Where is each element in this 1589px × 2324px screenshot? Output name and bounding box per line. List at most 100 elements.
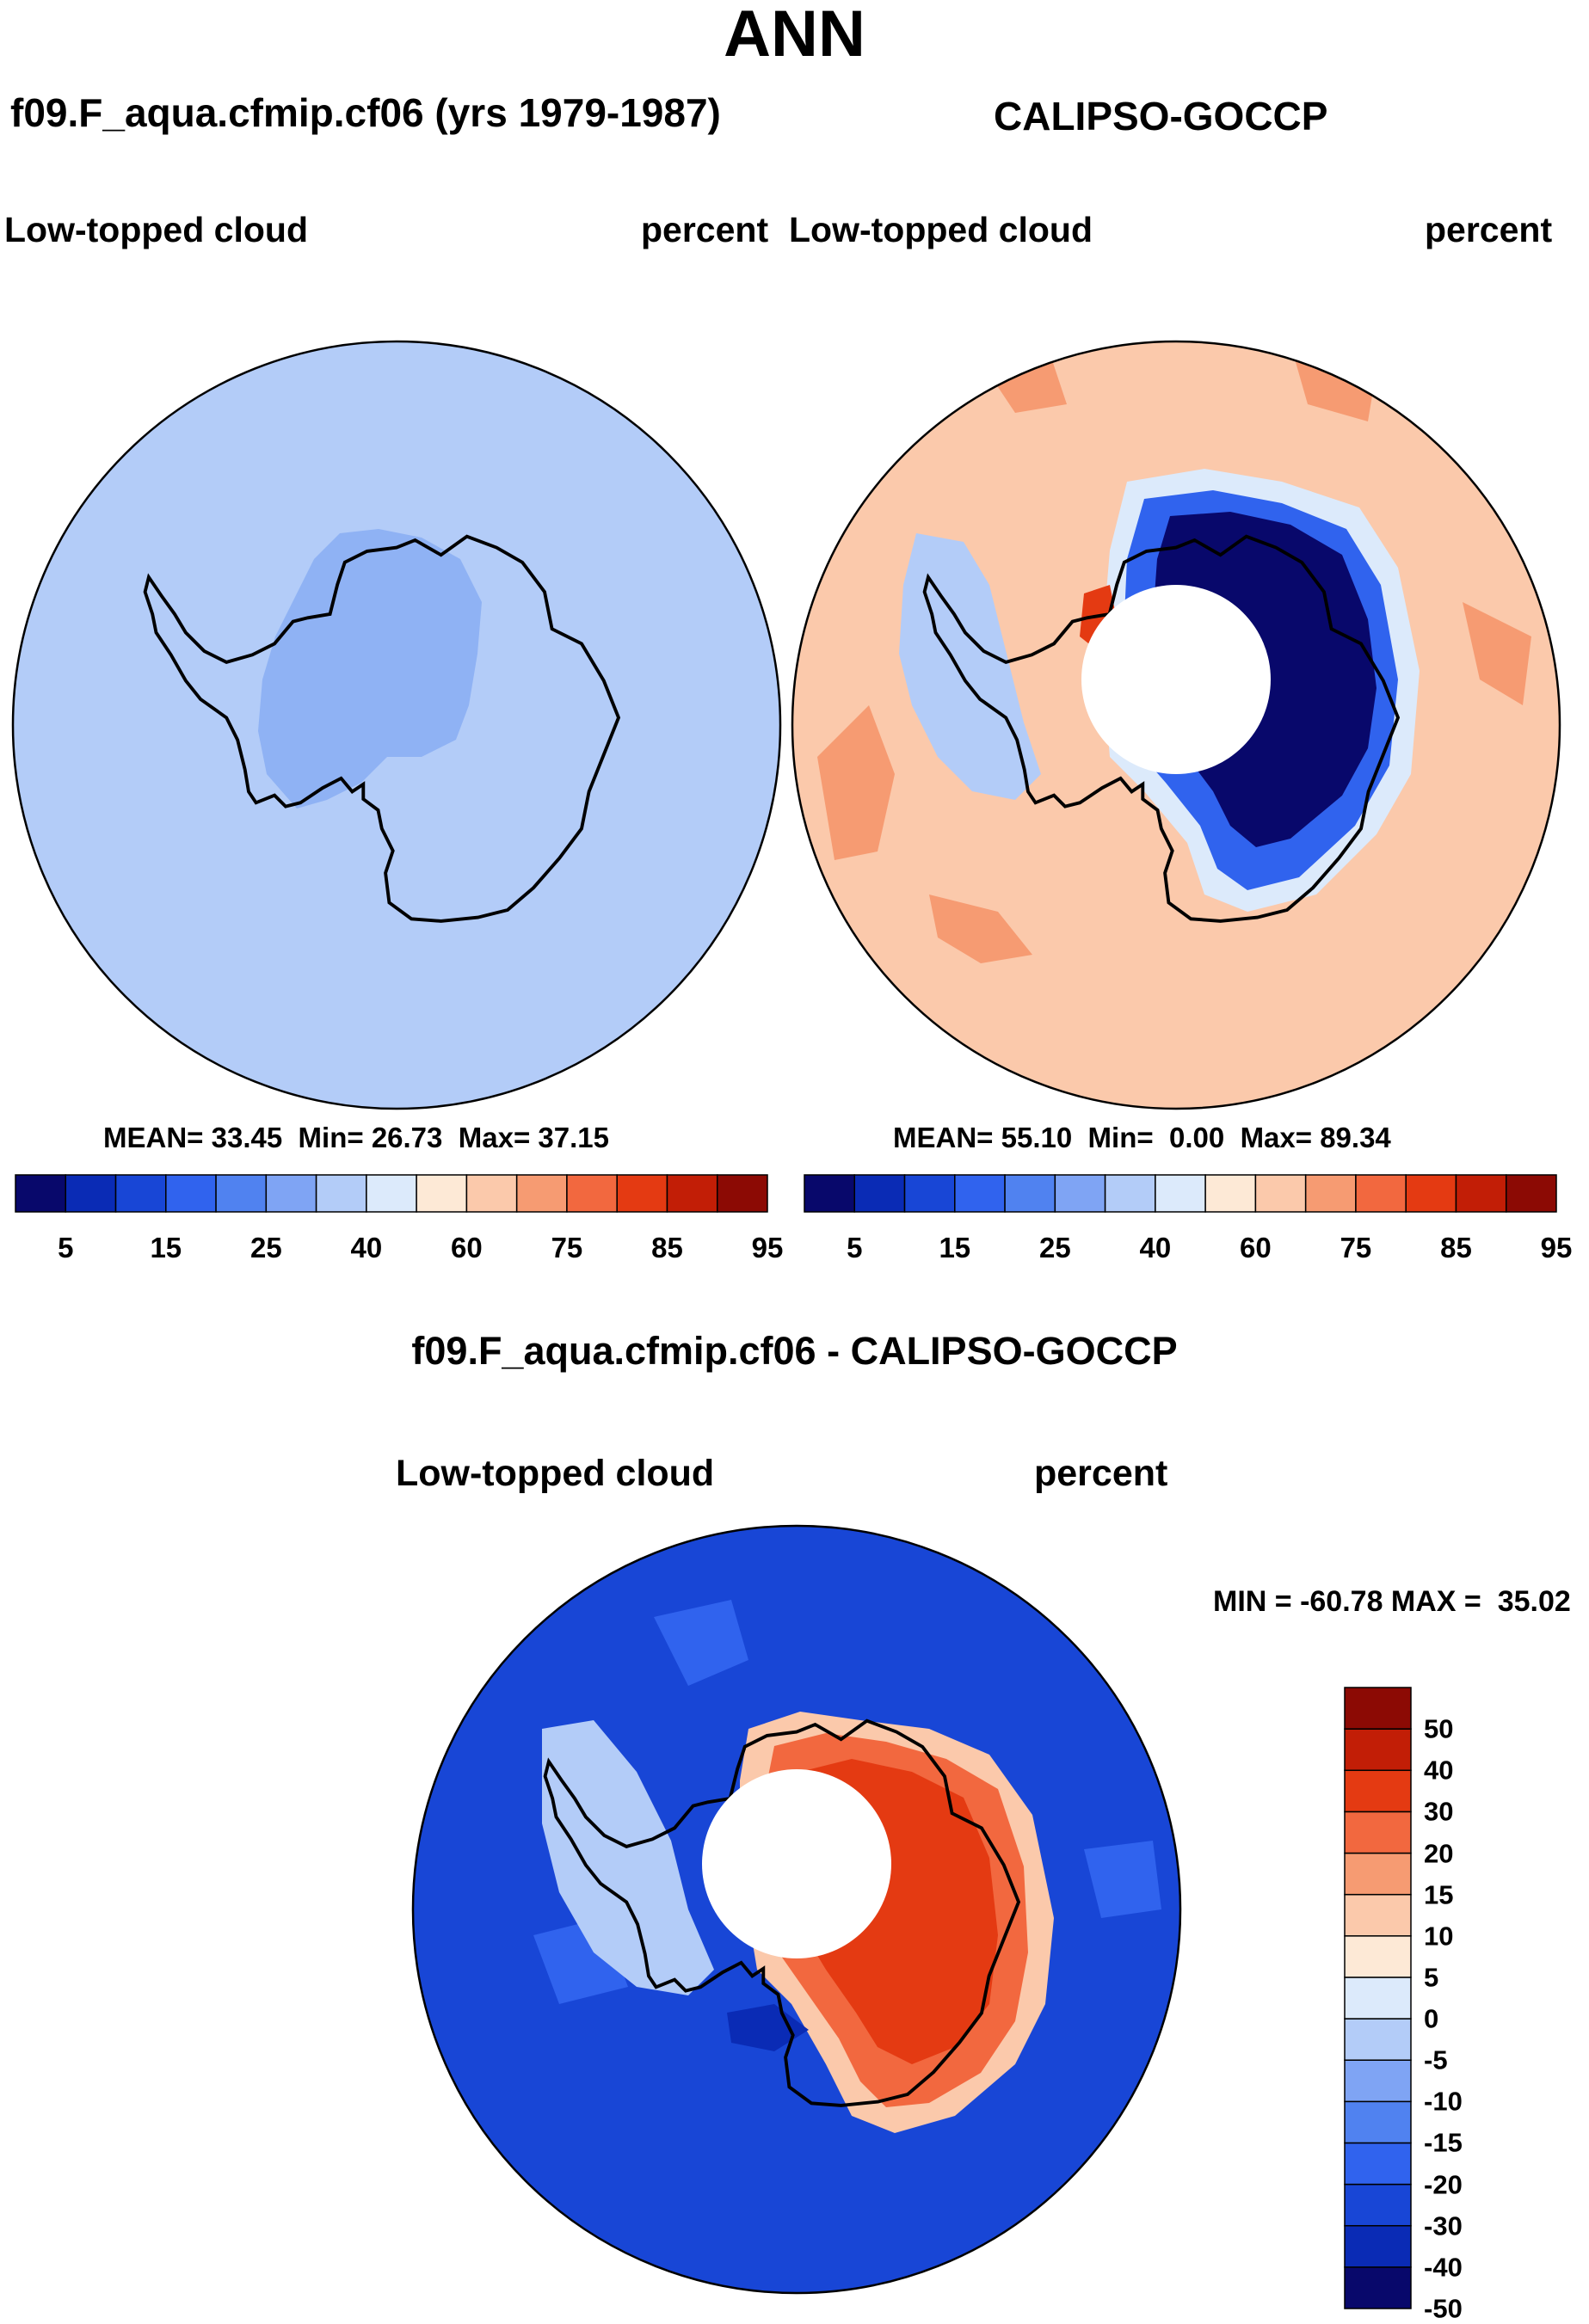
model-colorbar-box (366, 1174, 417, 1213)
diff-colorbar-tick-label: -15 (1424, 2127, 1463, 2158)
obs-min: 0.00 (1168, 1122, 1225, 1153)
model-colorbar-box (165, 1174, 217, 1213)
model-map-border (11, 340, 782, 1110)
obs-colorbar (804, 1174, 1557, 1213)
diff-max: 35.02 (1497, 1585, 1571, 1618)
obs-colorbar-box (1104, 1174, 1156, 1213)
diff-colorbar-tick-label: -5 (1424, 2044, 1448, 2075)
model-colorbar-tick-label: 25 (249, 1232, 282, 1263)
obs-colorbar-box (1004, 1174, 1056, 1213)
diff-colorbar-box (1344, 1935, 1412, 1978)
diff-colorbar-tick-label: -30 (1424, 2210, 1463, 2241)
diff-colorbar-tick-label: -20 (1424, 2169, 1463, 2200)
diff-map (411, 1524, 1182, 2295)
min-label: Min= (1087, 1122, 1154, 1153)
mean-label: MEAN= (103, 1122, 204, 1153)
model-colorbar-box (416, 1174, 468, 1213)
model-colorbar-box (15, 1174, 67, 1213)
diff-colorbar-tick-label: 15 (1424, 1879, 1454, 1910)
model-colorbar-box (515, 1174, 568, 1213)
diff-min: -60.78 (1300, 1585, 1383, 1618)
diff-colorbar-box (1344, 2266, 1412, 2309)
obs-colorbar-tick-label: 85 (1440, 1232, 1472, 1263)
obs-colorbar-box (1505, 1174, 1557, 1213)
diff-map-border (411, 1524, 1182, 2295)
model-colorbar (15, 1174, 768, 1213)
obs-colorbar-tick-label: 60 (1240, 1232, 1272, 1263)
model-max: 37.15 (538, 1122, 609, 1153)
diff-colorbar-tick-label: 5 (1424, 1962, 1439, 1993)
obs-colorbar-tick-label: 40 (1139, 1232, 1172, 1263)
diff-colorbar-tick-label: -10 (1424, 2086, 1463, 2117)
model-colorbar-tick-label: 15 (150, 1232, 182, 1263)
diff-colorbar-box (1344, 2018, 1412, 2061)
diff-colorbar-tick-label: 0 (1424, 2003, 1439, 2034)
model-colorbar-tick-label: 60 (451, 1232, 483, 1263)
obs-colorbar-box (954, 1174, 1006, 1213)
model-colorbar-tick-label: 75 (551, 1232, 583, 1263)
diff-title: f09.F_aqua.cfmip.cf06 - CALIPSO-GOCCP (411, 1329, 1178, 1373)
model-colorbar-box (315, 1174, 367, 1213)
obs-colorbar-tick-label: 25 (1038, 1232, 1071, 1263)
diff-colorbar-tick-label: 30 (1424, 1796, 1454, 1827)
model-colorbar-tick-label: 85 (651, 1232, 683, 1263)
obs-map-border (791, 340, 1561, 1110)
mean-label: MEAN= (893, 1122, 994, 1153)
diff-min-max: MIN = -60.78 MAX = 35.02 (1213, 1585, 1571, 1618)
diff-variable-label: Low-topped cloud (396, 1453, 715, 1494)
obs-colorbar-box (903, 1174, 956, 1213)
diff-colorbar-box (1344, 2059, 1412, 2103)
obs-variable-label: Low-topped cloud (789, 210, 1093, 249)
obs-colorbar-box (1405, 1174, 1457, 1213)
obs-colorbar-box (1455, 1174, 1507, 1213)
obs-stats: MEAN= 55.10 Min= 0.00 Max= 89.34 (893, 1123, 1391, 1152)
obs-subtitle: CALIPSO-GOCCP (994, 94, 1328, 138)
model-stats: MEAN= 33.45 Min= 26.73 Max= 37.15 (103, 1123, 609, 1152)
model-mean: 33.45 (211, 1122, 283, 1153)
obs-mean: 55.10 (1001, 1122, 1073, 1153)
model-colorbar-box (616, 1174, 668, 1213)
obs-colorbar-tick-label: 95 (1540, 1232, 1573, 1263)
diff-units-label: percent (1034, 1453, 1168, 1494)
diff-colorbar-box (1344, 1687, 1412, 1730)
model-colorbar-tick-label: 5 (58, 1232, 74, 1263)
model-colorbar-box (566, 1174, 618, 1213)
obs-high-cloud-patch (817, 705, 895, 860)
model-colorbar-tick-label: 95 (751, 1232, 784, 1263)
obs-map (791, 340, 1561, 1110)
obs-colorbar-tick-label: 5 (847, 1232, 863, 1263)
diff-weaker-bias-patch (654, 1600, 748, 1686)
obs-colorbar-tick-label: 75 (1340, 1232, 1372, 1263)
obs-high-cloud-patch (929, 895, 1032, 963)
diff-colorbar (1344, 1687, 1412, 2309)
diff-colorbar-tick-label: 50 (1424, 1713, 1454, 1744)
obs-colorbar-box (853, 1174, 906, 1213)
model-colorbar-box (265, 1174, 317, 1213)
obs-max: 89.34 (1320, 1122, 1391, 1153)
obs-missing-pole (1081, 585, 1271, 774)
diff-colorbar-box (1344, 1977, 1412, 2020)
diff-colorbar-box (1344, 1893, 1412, 1937)
max-label: Max= (1240, 1122, 1313, 1153)
diff-colorbar-box (1344, 1811, 1412, 1854)
diff-colorbar-box (1344, 1769, 1412, 1813)
obs-colorbar-box (1155, 1174, 1206, 1213)
obs-colorbar-box (1254, 1174, 1307, 1213)
obs-units-label: percent (1425, 210, 1553, 249)
diff-colorbar-box (1344, 1852, 1412, 1896)
model-colorbar-tick-label: 40 (350, 1232, 383, 1263)
model-colorbar-box (65, 1174, 117, 1213)
model-colorbar-box (465, 1174, 518, 1213)
model-colorbar-box (215, 1174, 268, 1213)
model-colorbar-box (716, 1174, 768, 1213)
obs-colorbar-box (1204, 1174, 1257, 1213)
diff-weaker-bias-patch (1084, 1841, 1161, 1918)
model-colorbar-box (114, 1174, 167, 1213)
diff-ross-sea-low (727, 2004, 809, 2051)
model-colorbar-box (666, 1174, 718, 1213)
model-min: 26.73 (371, 1122, 443, 1153)
diff-colorbar-box (1344, 2100, 1412, 2144)
diff-colorbar-tick-label: 10 (1424, 1921, 1454, 1952)
obs-colorbar-box (804, 1174, 856, 1213)
